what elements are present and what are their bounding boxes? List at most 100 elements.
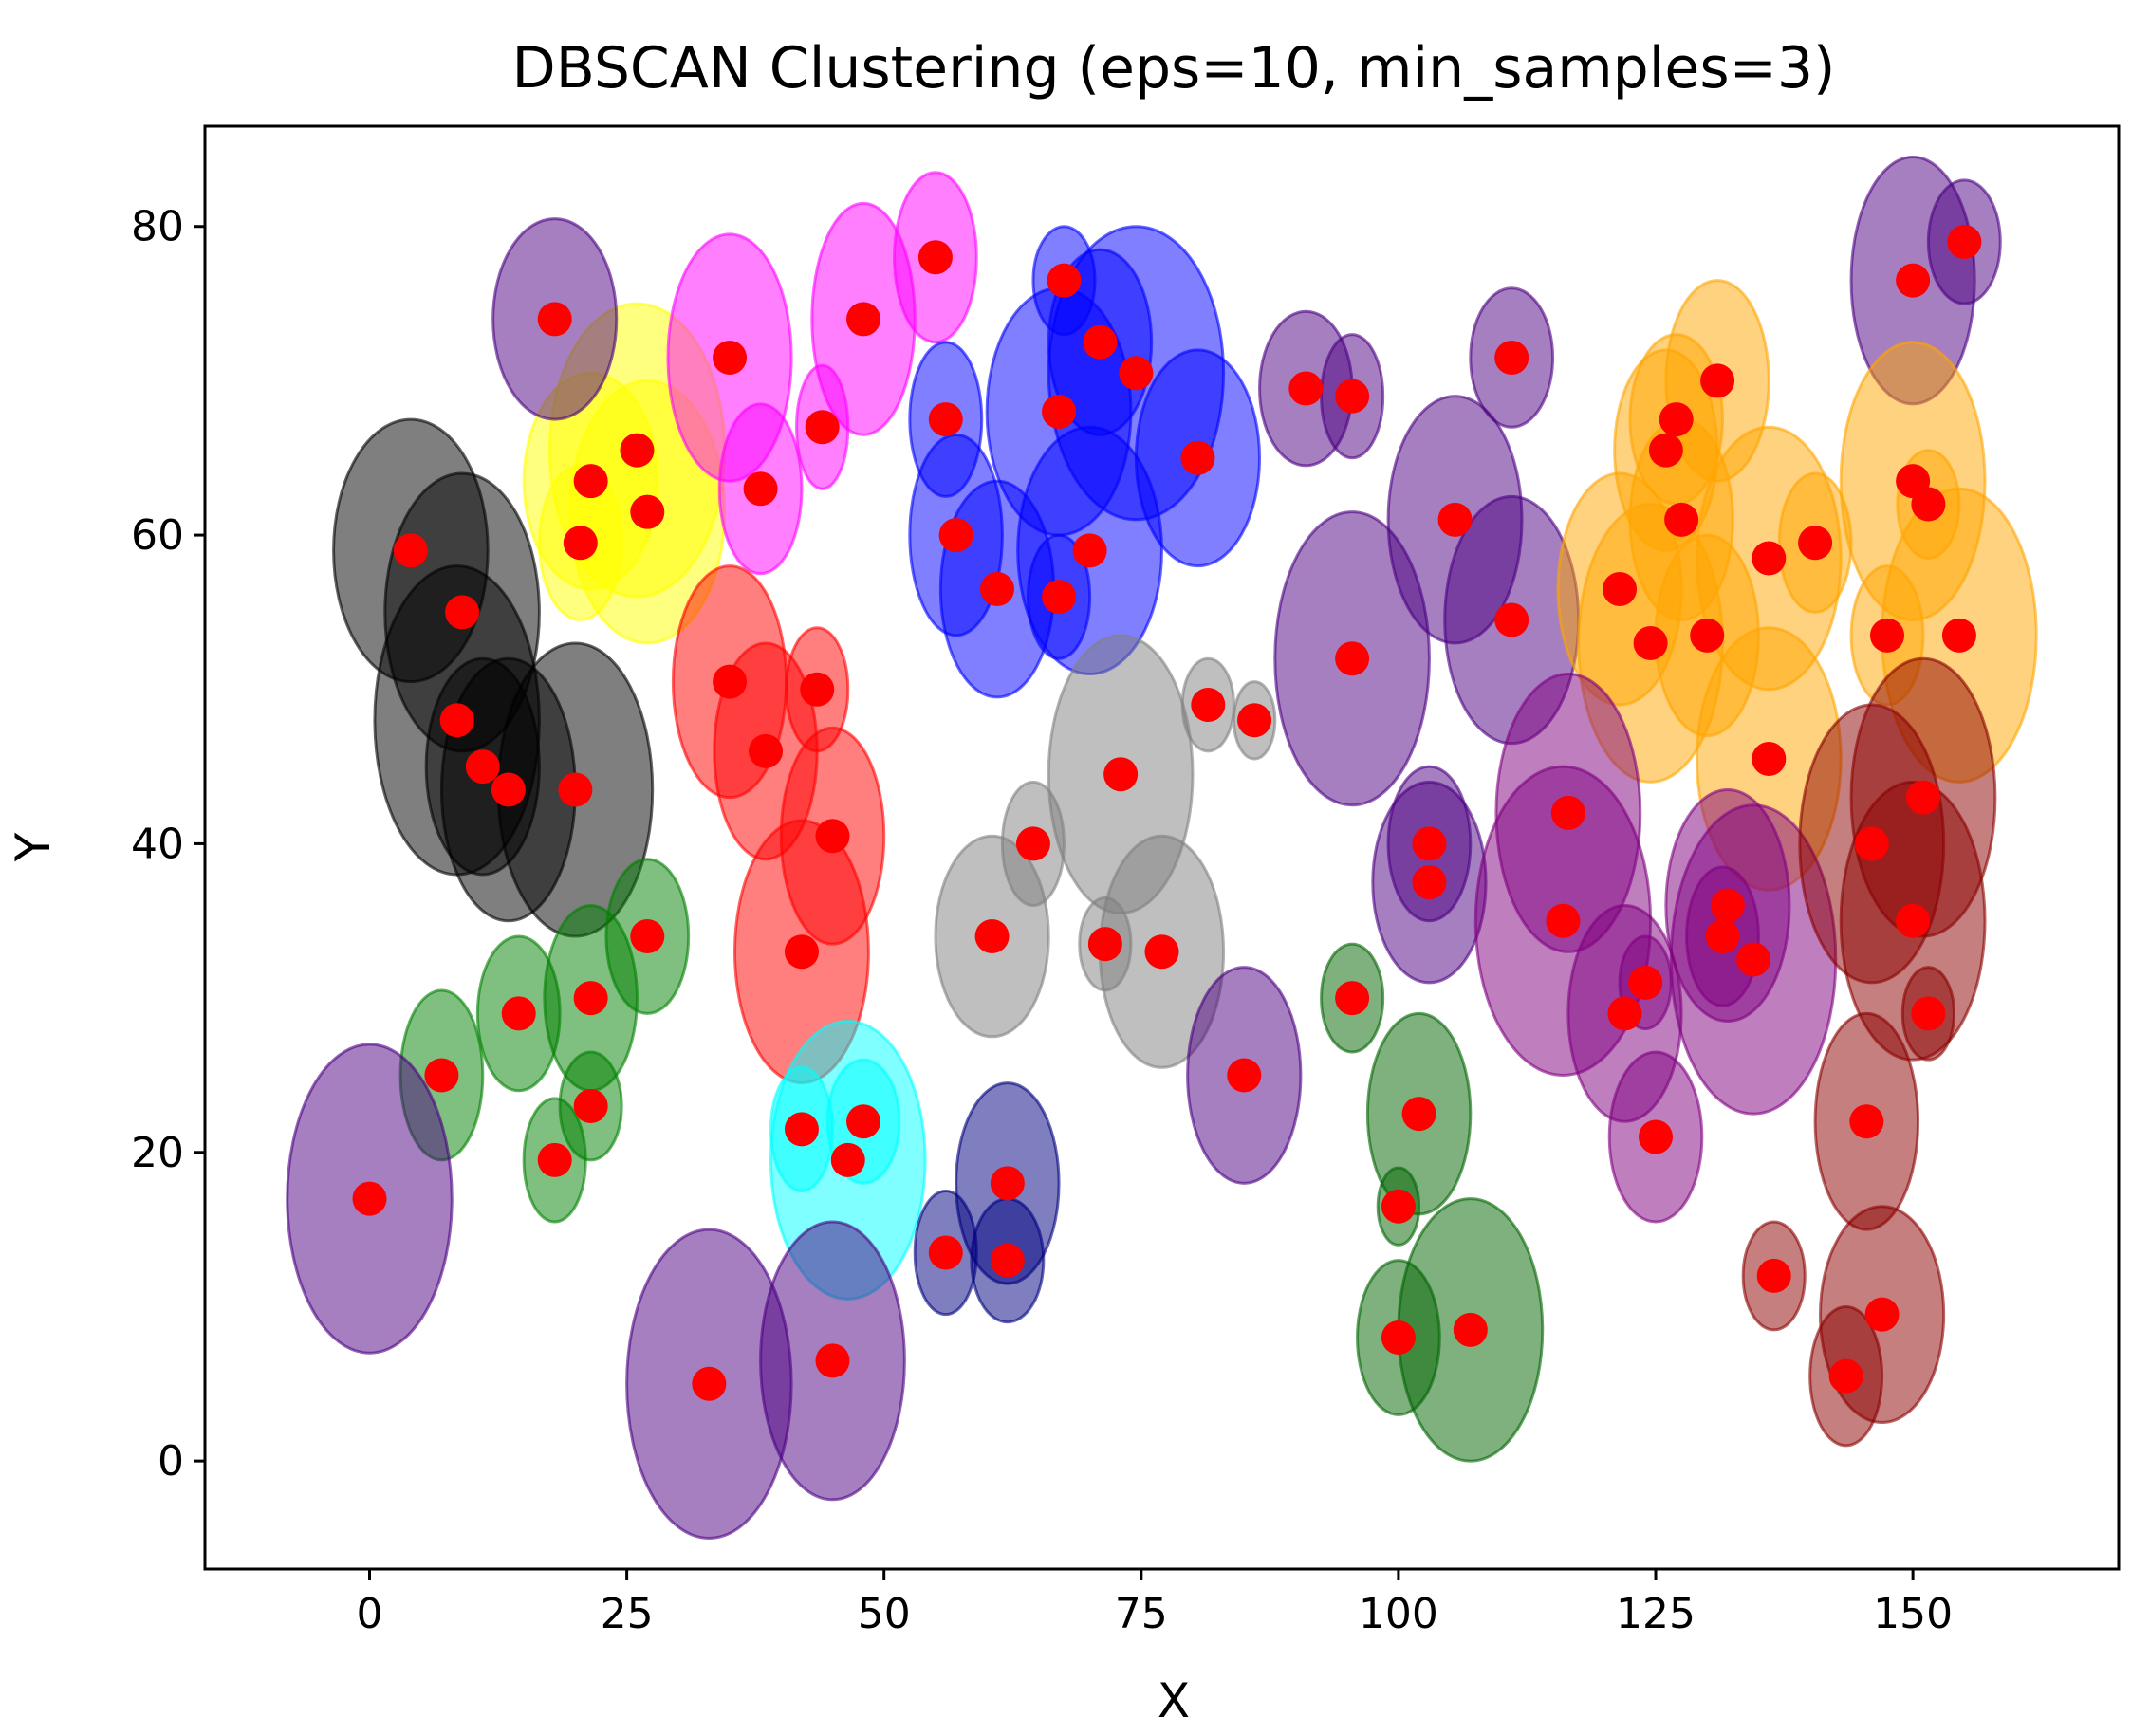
data-point [1736, 942, 1771, 977]
data-point [1072, 533, 1107, 568]
data-point [537, 1142, 572, 1177]
data-point [491, 772, 526, 807]
data-point [501, 996, 536, 1031]
data-point [990, 1243, 1025, 1278]
data-point [1941, 618, 1976, 653]
data-point [815, 1343, 850, 1378]
data-point [1603, 572, 1638, 607]
data-point [563, 526, 598, 561]
data-point [1401, 1097, 1436, 1132]
data-point [1849, 1104, 1884, 1139]
chart-title: DBSCAN Clustering (eps=10, min_samples=3… [512, 35, 1836, 102]
data-point [830, 1142, 865, 1177]
data-point [1710, 888, 1745, 923]
data-point [1700, 363, 1735, 398]
data-point [1103, 757, 1139, 792]
data-point [846, 1104, 881, 1139]
data-points [352, 225, 1982, 1401]
data-point [1494, 341, 1529, 376]
data-point [1648, 433, 1683, 468]
data-point [743, 471, 778, 507]
data-point [1288, 371, 1324, 406]
data-point [465, 749, 500, 785]
data-point [1705, 919, 1740, 954]
x-tick-label: 0 [357, 1590, 383, 1638]
plot-area [286, 156, 2038, 1540]
data-point [1752, 741, 1787, 776]
data-point [713, 341, 748, 376]
data-point [1798, 526, 1833, 561]
data-point [979, 572, 1014, 607]
data-point [1659, 402, 1694, 437]
x-tick-label: 25 [601, 1590, 654, 1638]
data-point [815, 819, 850, 854]
data-point [1752, 541, 1787, 576]
data-point [1911, 487, 1946, 522]
data-point [1756, 1258, 1791, 1293]
data-point [393, 533, 428, 568]
x-axis-ticks: 0 25 50 75 100 125 150 [357, 1569, 1953, 1638]
data-point [1047, 263, 1082, 298]
data-point [1633, 625, 1668, 660]
data-point [1947, 225, 1982, 260]
x-tick-label: 100 [1359, 1590, 1438, 1638]
data-point [1905, 780, 1940, 815]
cluster-8-regions [913, 1081, 1061, 1324]
data-point [1911, 996, 1946, 1031]
data-point [805, 410, 840, 445]
data-point [917, 240, 953, 275]
y-tick-label: 60 [131, 511, 184, 560]
x-tick-label: 125 [1616, 1590, 1696, 1638]
data-point [558, 772, 593, 807]
data-point [784, 934, 819, 970]
data-point [1381, 1189, 1416, 1224]
data-point [784, 1112, 819, 1147]
data-point [928, 1235, 963, 1270]
y-axis-ticks: 0 20 40 60 80 [131, 203, 205, 1486]
data-point [1690, 618, 1725, 653]
data-point [1437, 502, 1473, 537]
data-point [928, 402, 963, 437]
x-tick-label: 75 [1115, 1590, 1168, 1638]
data-point [1144, 934, 1179, 970]
data-point [1191, 688, 1226, 723]
y-tick-label: 20 [131, 1129, 184, 1177]
data-point [692, 1366, 727, 1401]
data-point [1453, 1312, 1488, 1347]
data-point [537, 302, 572, 337]
cluster-5-regions [671, 564, 886, 1085]
plot-frame [203, 124, 2121, 1571]
data-point [1896, 903, 1931, 938]
data-point [573, 981, 608, 1016]
data-point [1042, 394, 1077, 429]
data-point [573, 464, 608, 499]
data-point [620, 433, 655, 468]
data-point [1412, 826, 1447, 861]
data-point [424, 1058, 459, 1093]
data-point [439, 703, 474, 738]
data-point [1550, 795, 1585, 830]
data-point [713, 664, 748, 699]
data-point [846, 302, 881, 337]
data-point [1119, 356, 1154, 391]
data-point [1494, 602, 1529, 637]
data-point [1083, 324, 1118, 360]
data-point [1180, 440, 1215, 475]
data-point [1639, 1119, 1674, 1154]
data-point [1896, 263, 1931, 298]
data-point [1607, 996, 1642, 1031]
data-point [1335, 641, 1370, 676]
data-point [938, 518, 973, 553]
data-point [1628, 965, 1663, 1000]
data-point [573, 1088, 608, 1123]
data-point [1412, 865, 1447, 900]
data-point [1237, 703, 1272, 738]
data-point [990, 1166, 1025, 1201]
data-point [1870, 618, 1905, 653]
data-point [1828, 1358, 1863, 1394]
x-tick-label: 50 [858, 1590, 911, 1638]
data-point [352, 1181, 387, 1216]
data-point [1546, 903, 1581, 938]
y-tick-label: 0 [158, 1437, 184, 1486]
